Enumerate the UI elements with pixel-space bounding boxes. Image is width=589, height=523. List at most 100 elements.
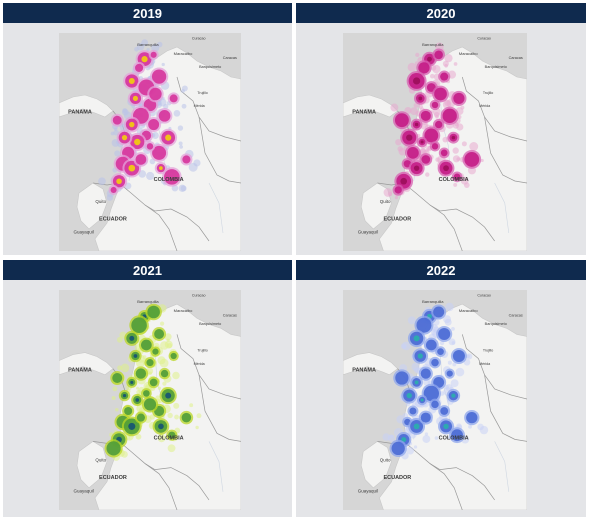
heat-point [112,386,118,392]
heat-point [146,143,154,150]
heat-point [447,360,452,365]
heat-point [135,433,142,440]
map-2022: PANAMA COLOMBIA ECUADOR Quito Guayaquil Barra… [343,290,527,510]
heat-point [181,103,187,109]
map-label-barranquilla: Barranquilla [422,42,444,47]
map-label-maracaibo: Maracaibo [174,308,193,313]
map-label-quito: Quito [380,199,391,204]
map-label-merida: Mérida [479,362,490,366]
country-border [198,374,241,442]
heat-layer [104,303,202,461]
heat-point [413,445,418,449]
heat-point [120,363,130,373]
heat-point [147,305,160,319]
map-label-ecuador: ECUADOR [99,216,127,222]
heat-core [406,392,412,399]
heat-point [437,348,444,355]
heat-point [177,125,184,131]
country-border [484,116,527,184]
map-label-trujillo: Trujillo [197,91,207,95]
heat-point [440,72,449,81]
heat-point [407,62,417,72]
heat-core [159,166,163,171]
map-label-caracas: Caracas [223,313,237,317]
heat-point [407,147,419,159]
heat-point [150,51,157,58]
map-label-guayaquil: Guayaquil [74,230,94,235]
heat-core [128,77,135,84]
panel-title-2022: 2022 [296,260,586,280]
land-area [343,352,399,376]
map-label-trujillo: Trujillo [197,349,207,353]
heat-point [110,131,115,136]
map-label-maracaibo: Maracaibo [459,51,478,56]
heat-point [395,371,409,385]
heat-point [149,378,158,387]
heat-point [157,386,162,390]
heat-point [464,152,480,167]
heat-point [196,413,202,419]
heat-core [413,77,421,85]
heat-point [444,54,453,63]
heat-point [401,341,411,351]
heat-core [451,393,456,398]
heat-point [430,328,438,336]
map-label-barquisimeto: Barquisimeto [199,65,221,69]
map-label-curacao: Curacao [192,294,206,298]
heat-core [413,335,420,342]
map-label-caracas: Caracas [509,56,523,60]
country-border [429,463,495,501]
land-area [360,182,392,230]
heat-point [451,429,463,442]
heat-point [452,362,457,367]
heat-point [431,358,439,367]
heat-point [469,142,479,151]
heat-core [417,353,423,359]
heat-point [161,62,165,67]
heat-point [395,138,402,146]
heat-point [434,436,439,440]
heat-point [425,339,437,351]
heat-point [450,379,459,388]
land-area [59,352,114,376]
map-label-barranquilla: Barranquilla [137,42,159,47]
heat-core [443,423,449,430]
map-label-caracas: Caracas [223,56,237,60]
heat-point [440,149,448,157]
heat-point [456,123,464,131]
country-border [461,334,527,400]
map-label-merida: Mérida [479,104,490,108]
river-line [208,182,224,234]
map-label-barranquilla: Barranquilla [137,299,159,304]
heat-point [173,402,180,409]
heat-point [422,435,431,443]
heat-point [122,108,129,116]
panel-title-2019: 2019 [3,3,292,23]
heat-core [406,134,413,141]
heat-point [180,185,187,192]
heat-point [174,414,179,420]
heat-core [451,135,456,140]
heat-point [155,395,161,401]
heat-point [418,62,430,74]
heat-core [116,178,122,185]
heat-point [136,389,142,395]
heat-point [416,317,432,333]
heat-layer [383,42,484,200]
heat-point [394,113,409,128]
map-2020: PANAMA COLOMBIA ECUADOR Quito Guayaquil Barra… [343,33,527,251]
land-area [343,94,399,118]
heat-point [168,431,176,439]
heat-point [167,444,176,453]
heat-point [112,115,122,125]
heat-point [115,407,119,412]
map-label-maracaibo: Maracaibo [174,51,193,56]
heat-core [443,165,449,172]
map-label-guayaquil: Guayaquil [358,230,378,235]
map-label-ecuador: ECUADOR [99,475,127,481]
map-label-merida: Mérida [194,104,205,108]
map-label-curacao: Curacao [477,37,491,41]
map-label-colombia: COLOMBIA [439,436,469,442]
map-label-barquisimeto: Barquisimeto [485,322,507,326]
heat-point [181,85,188,92]
